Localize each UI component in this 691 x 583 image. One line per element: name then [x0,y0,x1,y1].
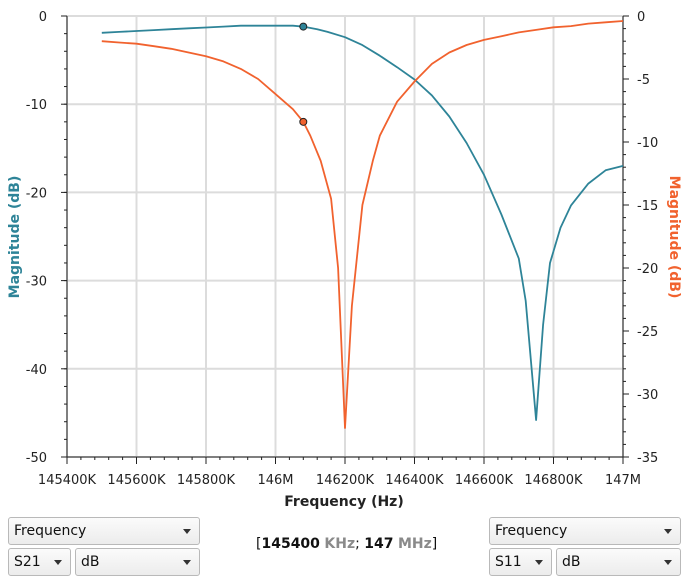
right-mode-value: Frequency [495,523,568,539]
range-stop: 147 [364,536,394,552]
y-right-tick-label: 0 [637,10,645,25]
plot-area [101,20,624,429]
frequency-range-readout: [145400 KHz; 147 MHz] [256,536,438,552]
right-param-select[interactable]: S11 [489,548,552,576]
x-tick-label: 145600K [107,473,166,488]
y-right-tick-label: -15 [637,199,658,214]
chevron-down-icon [183,529,191,534]
x-tick-label: 146200K [316,473,375,488]
chart: 145400K 145600K 145800K 146M 146200K 146400K 1… [7,10,682,510]
x-tick-label: 146M [257,473,293,488]
chevron-down-icon [54,560,62,565]
y-axis-right: 0 -5 -10 -15 -20 -25 -30 -35 [622,10,658,466]
y-right-tick-label: -25 [637,325,658,340]
y-left-tick-label: -40 [26,363,47,378]
x-tick-label: 146800K [524,473,583,488]
chevron-down-icon [664,529,672,534]
right-param-value: S11 [495,554,522,570]
range-start: 145400 [261,536,320,552]
marker-point [299,22,308,31]
y-right-tick-label: -5 [637,73,650,88]
left-param-select[interactable]: S21 [8,548,71,576]
left-format-select[interactable]: dB [75,548,200,576]
y-left-tick-label: -10 [26,98,47,113]
y-right-tick-label: -20 [637,262,658,277]
x-tick-label: 146400K [385,473,444,488]
x-tick-label: 146600K [455,473,514,488]
series-line-s21 [101,24,624,421]
y-left-tick-label: -30 [26,275,47,290]
left-format-value: dB [81,554,100,570]
x-tick-label: 147M [605,473,641,488]
y-left-tick-label: -20 [26,186,47,201]
marker-point [299,117,308,126]
range-start-unit: KHz [324,536,356,552]
y-right-tick-label: -35 [637,451,658,466]
y-left-tick-label: 0 [39,10,47,25]
x-axis-title: Frequency (Hz) [284,494,403,510]
y-axis-left-title: Magnitude (dB) [7,176,23,299]
x-axis: 145400K 145600K 145800K 146M 146200K 146400K 1… [38,456,641,488]
chevron-down-icon [664,560,672,565]
chevron-down-icon [183,560,191,565]
y-left-tick-label: -50 [26,451,47,466]
left-param-value: S21 [14,554,41,570]
y-axis-left: 0 -10 -20 -30 -40 -50 [26,10,68,466]
right-mode-select[interactable]: Frequency [489,517,681,545]
series-line-s11 [101,20,624,429]
y-right-tick-label: -10 [637,136,658,151]
y-axis-right-title: Magnitude (dB) [666,176,682,299]
y-right-tick-label: -30 [637,388,658,403]
chevron-down-icon [535,560,543,565]
right-format-value: dB [562,554,581,570]
range-stop-unit: MHz [397,536,432,552]
x-tick-label: 145400K [38,473,97,488]
grid [66,15,624,458]
x-tick-label: 145800K [177,473,236,488]
left-mode-select[interactable]: Frequency [8,517,200,545]
right-format-select[interactable]: dB [556,548,681,576]
left-mode-value: Frequency [14,523,87,539]
